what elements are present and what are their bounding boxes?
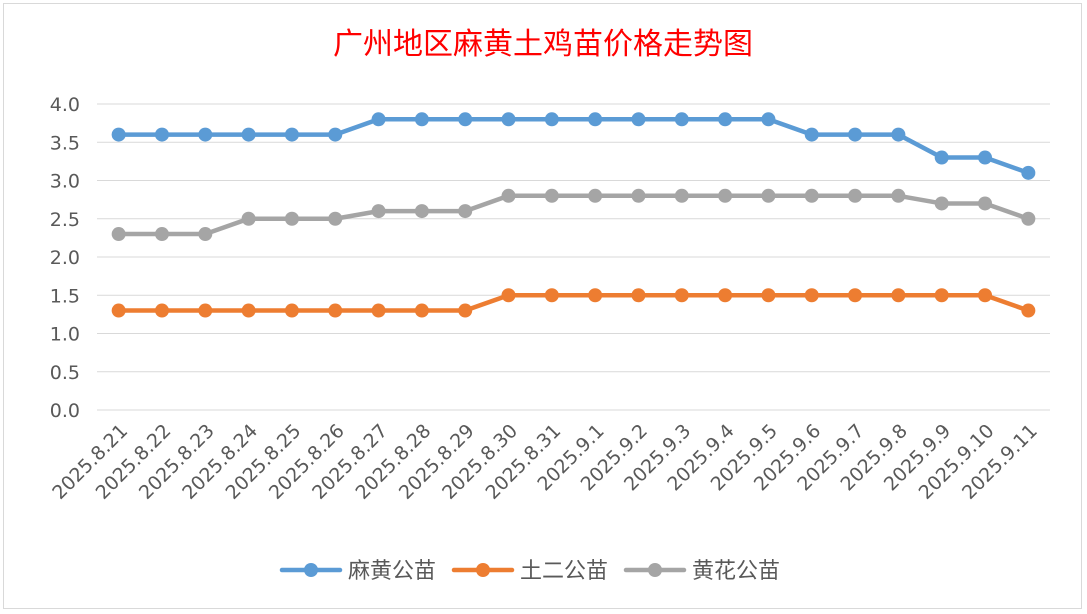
data-point <box>371 204 386 219</box>
data-point <box>891 188 906 203</box>
y-tick-label: 2.5 <box>50 209 80 231</box>
data-point <box>934 196 949 211</box>
series-points <box>111 112 1036 318</box>
data-point <box>284 211 299 226</box>
data-point <box>458 112 473 127</box>
data-point <box>588 112 603 127</box>
data-point <box>804 127 819 142</box>
data-point <box>501 188 516 203</box>
data-point <box>978 288 993 303</box>
chart-title: 广州地区麻黄土鸡苗价格走势图 <box>333 27 753 62</box>
series-line <box>116 293 1031 313</box>
legend-marker <box>476 563 490 577</box>
data-point <box>154 227 169 242</box>
y-tick-label: 0.5 <box>50 362 80 384</box>
data-point <box>544 288 559 303</box>
data-point <box>761 288 776 303</box>
data-point <box>934 288 949 303</box>
legend-label: 黄花公苗 <box>692 559 780 584</box>
data-point <box>804 188 819 203</box>
data-point <box>978 196 993 211</box>
data-point <box>198 303 213 318</box>
data-point <box>891 127 906 142</box>
legend-label: 麻黄公苗 <box>348 559 436 584</box>
data-point <box>718 288 733 303</box>
legend-marker <box>304 563 318 577</box>
gridlines <box>97 103 1050 411</box>
data-point <box>1021 303 1036 318</box>
data-point <box>198 227 213 242</box>
y-tick-label: 2.0 <box>50 247 80 269</box>
data-point <box>284 127 299 142</box>
data-point <box>848 127 863 142</box>
data-point <box>458 303 473 318</box>
data-point <box>674 112 689 127</box>
legend: 麻黄公苗 土二公苗 黄花公苗 <box>279 559 780 584</box>
data-point <box>804 288 819 303</box>
data-point <box>284 303 299 318</box>
data-point <box>414 204 429 219</box>
data-point <box>111 127 126 142</box>
series-line <box>116 193 1031 237</box>
y-tick-label: 1.0 <box>50 324 80 346</box>
y-tick-label: 3.0 <box>50 171 80 193</box>
legend-label: 土二公苗 <box>520 559 608 584</box>
data-point <box>674 288 689 303</box>
data-point <box>241 211 256 226</box>
data-point <box>328 303 343 318</box>
data-point <box>934 150 949 165</box>
data-point <box>674 188 689 203</box>
data-point <box>198 127 213 142</box>
data-point <box>501 112 516 127</box>
data-point <box>501 288 516 303</box>
data-point <box>414 303 429 318</box>
legend-marker <box>648 563 662 577</box>
series-lines <box>116 117 1031 313</box>
data-point <box>544 112 559 127</box>
data-point <box>544 188 559 203</box>
data-point <box>328 127 343 142</box>
data-point <box>371 112 386 127</box>
data-point <box>154 303 169 318</box>
data-point <box>848 288 863 303</box>
data-point <box>458 204 473 219</box>
y-tick-label: 0.0 <box>50 400 80 422</box>
y-tick-label: 1.5 <box>50 285 80 307</box>
data-point <box>1021 165 1036 180</box>
data-point <box>631 188 646 203</box>
data-point <box>111 227 126 242</box>
data-point <box>718 112 733 127</box>
data-point <box>414 112 429 127</box>
data-point <box>111 303 126 318</box>
y-axis-labels: 0.0 0.5 1.0 1.5 2.0 2.5 3.0 3.5 4.0 <box>50 94 80 422</box>
data-point <box>718 188 733 203</box>
data-point <box>588 288 603 303</box>
x-axis-labels: 2025.8.212025.8.222025.8.232025.8.242025… <box>48 420 1042 504</box>
data-point <box>848 188 863 203</box>
data-point <box>631 112 646 127</box>
data-point <box>241 303 256 318</box>
data-point <box>154 127 169 142</box>
data-point <box>588 188 603 203</box>
data-point <box>978 150 993 165</box>
data-point <box>328 211 343 226</box>
data-point <box>631 288 646 303</box>
data-point <box>1021 211 1036 226</box>
y-tick-label: 4.0 <box>50 94 80 116</box>
data-point <box>761 188 776 203</box>
data-point <box>761 112 776 127</box>
y-tick-label: 3.5 <box>50 132 80 154</box>
data-point <box>241 127 256 142</box>
data-point <box>371 303 386 318</box>
data-point <box>891 288 906 303</box>
series-line <box>116 117 1031 176</box>
